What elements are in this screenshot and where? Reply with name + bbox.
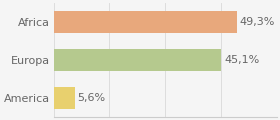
Text: 45,1%: 45,1%: [224, 55, 260, 65]
Bar: [54, 11, 237, 33]
Bar: [54, 87, 74, 109]
Text: 49,3%: 49,3%: [240, 17, 275, 27]
Bar: [54, 49, 221, 71]
Text: 5,6%: 5,6%: [78, 93, 106, 103]
